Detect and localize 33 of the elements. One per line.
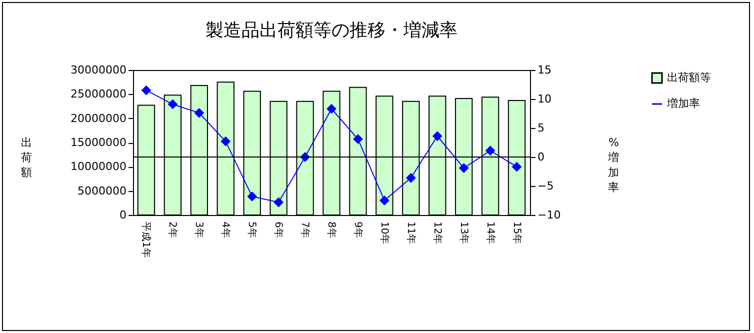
y-tick-label: 0 bbox=[120, 208, 126, 222]
x-tick-label: 11年 bbox=[404, 222, 417, 244]
y-tick-label: 25000000 bbox=[70, 88, 126, 101]
y2-tick-label: 10 bbox=[538, 92, 552, 106]
y2-tick-label: 15 bbox=[538, 64, 552, 76]
y-tick-label: 30000000 bbox=[70, 64, 126, 76]
x-tick-label: 9年 bbox=[352, 222, 364, 238]
y2-tick-label: −5 bbox=[538, 180, 554, 192]
x-tick-label: 8年 bbox=[326, 222, 338, 238]
x-tick-label: 6年 bbox=[272, 222, 285, 238]
chart-title: 製造品出荷額等の推移・増減率 bbox=[206, 20, 458, 41]
x-tick-label: 5年 bbox=[246, 222, 258, 238]
x-tick-label: 12年 bbox=[431, 222, 444, 244]
x-tick-label: 平成1年 bbox=[140, 222, 152, 258]
y2-tick-label: −10 bbox=[538, 208, 561, 222]
x-tick-label: 13年 bbox=[458, 222, 470, 244]
y-tick-label: 5000000 bbox=[78, 184, 126, 198]
y-tick-label: 15000000 bbox=[70, 136, 126, 149]
x-tick-label: 10年 bbox=[378, 222, 390, 244]
x-tick-label: 4年 bbox=[220, 222, 232, 238]
y2-tick-label: 5 bbox=[538, 122, 544, 134]
y-tick-label: 10000000 bbox=[70, 160, 126, 174]
x-tick-label: 7年 bbox=[299, 222, 312, 238]
x-tick-label: 14年 bbox=[484, 222, 496, 244]
x-tick-label: 15年 bbox=[510, 222, 523, 244]
y-axis-title: 出荷額 bbox=[21, 136, 32, 179]
y2-axis-title: %増加率 bbox=[607, 136, 620, 194]
y2-tick-label: 0 bbox=[538, 150, 544, 164]
x-tick-label: 2年 bbox=[166, 222, 179, 238]
x-tick-label: 3年 bbox=[193, 222, 206, 238]
legend-label: 出荷額等 bbox=[667, 71, 711, 84]
y-tick-label: 20000000 bbox=[70, 112, 126, 125]
legend-label: 増加率 bbox=[666, 97, 700, 110]
